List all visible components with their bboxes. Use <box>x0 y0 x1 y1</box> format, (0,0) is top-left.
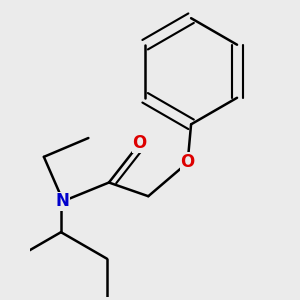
Text: O: O <box>133 134 147 152</box>
Text: O: O <box>181 153 195 171</box>
Text: N: N <box>56 192 70 210</box>
